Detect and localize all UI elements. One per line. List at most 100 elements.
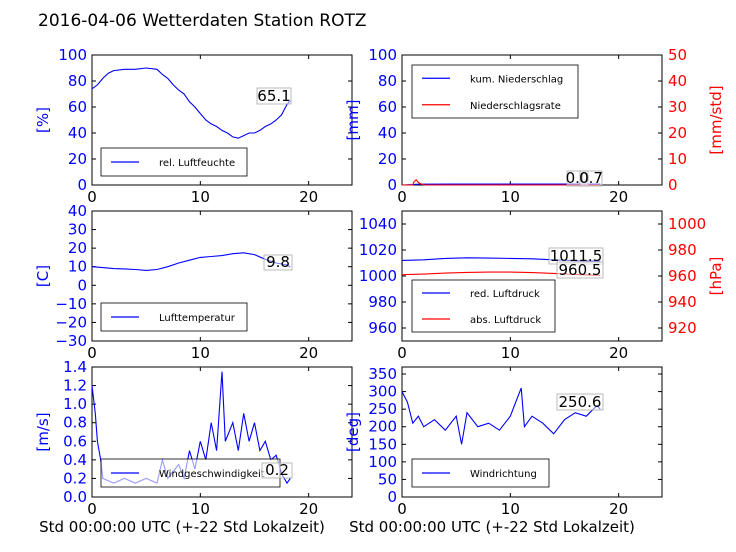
x-tick-label: 0	[87, 344, 97, 362]
y-tick-label: 10	[68, 258, 87, 276]
y-right-tick-label: 920	[668, 319, 697, 337]
y-tick-label: 0.8	[63, 414, 87, 432]
value-annotation-box	[579, 170, 603, 187]
y-tick-label: 80	[378, 72, 397, 90]
y-tick-label: −30	[55, 332, 87, 350]
x-tick-label: 10	[501, 344, 520, 362]
y-tick-label: 20	[68, 150, 87, 168]
legend-label: Windrichtung	[470, 469, 537, 480]
y-right-tick-label: 1000	[668, 215, 706, 233]
value-annotation: 1011.5	[550, 247, 603, 265]
y-right-tick-label: 50	[668, 46, 687, 64]
panel-precipitation: 0 10 20 0 20 40 60 80 100 0 10 20 30 40 50 [mm] [mm/std]…	[344, 46, 725, 206]
panel-temperature: 0 10 20−30−20−10010203040[C]Lufttemperatur…	[34, 202, 353, 362]
y-axis-label: [mm]	[344, 100, 362, 141]
value-annotation: 9.8	[266, 253, 290, 271]
x-tick-label: 0	[397, 188, 407, 206]
legend-label: red. Luftdruck	[470, 289, 540, 300]
y-tick-label: 980	[368, 293, 397, 311]
y-tick-label: 20	[378, 150, 397, 168]
panel-windspeed: 0 10 200.00.20.40.60.81.01.21.4[m/s]Std 00…	[34, 358, 353, 536]
y-tick-label: 100	[58, 46, 87, 64]
y-right-tick-label: 980	[668, 241, 697, 259]
y-tick-label: −10	[55, 295, 87, 313]
y-tick-label: 40	[378, 124, 397, 142]
value-annotation: 0.2	[265, 461, 289, 479]
legend-label: Niederschlagsrate	[470, 101, 561, 112]
series-line-niederschlagsrate	[402, 178, 601, 186]
y-tick-label: 1000	[359, 267, 397, 285]
x-tick-label: 10	[191, 188, 210, 206]
x-tick-label: 20	[299, 500, 318, 518]
value-annotation-box	[556, 393, 604, 411]
x-tick-label: 10	[191, 500, 210, 518]
y-right-tick-label: 960	[668, 267, 697, 285]
y-tick-label: −20	[55, 313, 87, 331]
y-tick-label: 0	[387, 488, 397, 506]
x-tick-label: 20	[609, 500, 628, 518]
y-tick-label: 300	[368, 383, 397, 401]
y-tick-label: 0	[77, 176, 87, 194]
y-tick-label: 60	[378, 98, 397, 116]
y-tick-label: 1.4	[63, 358, 87, 376]
x-tick-label: 0	[87, 188, 97, 206]
y-tick-label: 960	[368, 319, 397, 337]
x-tick-label: 0	[397, 500, 407, 518]
y-tick-label: 0.0	[63, 488, 87, 506]
series-line-windrichtung	[401, 387, 601, 445]
y-tick-label: 30	[68, 221, 87, 239]
y-tick-label: 80	[68, 72, 87, 90]
series-line-rel-luftfeuchte	[91, 67, 291, 139]
y-tick-label: 40	[68, 202, 87, 220]
y-tick-label: 40	[68, 124, 87, 142]
y-tick-label: 20	[68, 239, 87, 257]
legend-box	[411, 64, 579, 119]
series-line-lufttemperatur	[91, 252, 291, 271]
y-tick-label: 150	[368, 435, 397, 453]
panel-humidity: 0 10 20 0 20 40 60 80 100 [%] rel. Luftfeuchte 65.1	[34, 46, 353, 206]
legend-label: Lufttemperatur	[159, 313, 236, 324]
x-tick-label: 20	[609, 188, 628, 206]
y-right-axis-label: [mm/std]	[707, 85, 725, 154]
value-annotation: 960.5	[559, 261, 602, 279]
y-right-tick-label: 0	[668, 176, 678, 194]
y-tick-label: 0	[387, 176, 397, 194]
y-axis-label: [C]	[34, 265, 52, 287]
x-tick-label: 0	[87, 500, 97, 518]
x-tick-label: 10	[191, 344, 210, 362]
legend-label: kum. Niederschlag	[470, 74, 563, 85]
y-tick-label: 350	[368, 365, 397, 383]
y-right-tick-label: 10	[668, 150, 687, 168]
legend-label: rel. Luftfeuchte	[159, 158, 235, 169]
legend-box	[411, 279, 556, 333]
y-axis-label: [m/s]	[34, 412, 52, 451]
value-annotation-box	[261, 462, 293, 479]
value-annotation: 65.1	[257, 87, 290, 105]
y-tick-label: 1040	[359, 215, 397, 233]
y-tick-label: 0.2	[63, 469, 87, 487]
value-annotation-box	[256, 87, 292, 105]
y-tick-label: 0.6	[63, 432, 87, 450]
y-right-tick-label: 20	[668, 124, 687, 142]
y-tick-label: 0	[77, 276, 87, 294]
x-tick-label: 0	[397, 344, 407, 362]
x-tick-label: 20	[609, 344, 628, 362]
value-annotation-box	[263, 254, 293, 271]
legend-label: abs. Luftdruck	[470, 315, 541, 326]
y-right-axis-label: [hPa]	[707, 257, 725, 296]
y-tick-label: 0.4	[63, 451, 87, 469]
y-tick-label: 1.2	[63, 377, 87, 395]
y-axis-label: [deg]	[344, 412, 362, 452]
legend-label: Windgeschwindigkeit	[159, 469, 265, 480]
x-axis-label: Std 00:00:00 UTC (+-22 Std Lokalzeit)	[349, 518, 635, 536]
y-tick-label: 100	[368, 453, 397, 471]
x-tick-label: 10	[501, 500, 520, 518]
y-tick-label: 1020	[359, 241, 397, 259]
x-tick-label: 10	[501, 188, 520, 206]
y-tick-label: 60	[68, 98, 87, 116]
y-right-tick-label: 30	[668, 98, 687, 116]
y-tick-label: 200	[368, 418, 397, 436]
x-axis-label: Std 00:00:00 UTC (+-22 Std Lokalzeit)	[39, 518, 325, 536]
